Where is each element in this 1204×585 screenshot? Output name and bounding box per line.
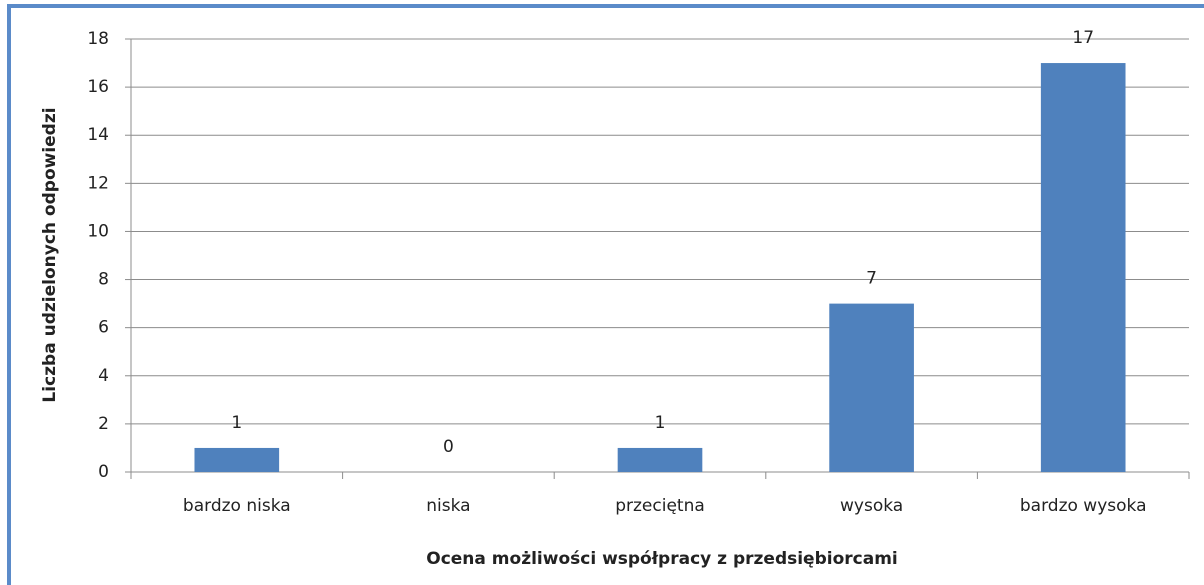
- x-tick-label: bardzo wysoka: [1020, 496, 1147, 516]
- bar: [1040, 63, 1126, 473]
- y-tick-label: 10: [87, 221, 109, 241]
- y-tick-label: 18: [87, 29, 109, 49]
- data-label: 1: [655, 413, 666, 433]
- y-tick-label: 14: [87, 125, 109, 145]
- x-axis-title: Ocena możliwości współpracy z przedsiębi…: [426, 549, 897, 569]
- y-tick-label: 16: [87, 77, 109, 97]
- x-tick-label: wysoka: [840, 496, 903, 516]
- bar: [194, 447, 280, 472]
- bar: [829, 303, 914, 472]
- x-tick-label: bardzo niska: [183, 496, 291, 516]
- y-tick-label: 0: [98, 462, 109, 482]
- data-label: 17: [1072, 28, 1094, 48]
- y-tick-label: 4: [98, 366, 109, 386]
- data-label: 0: [443, 437, 454, 457]
- y-tick-label: 12: [87, 173, 109, 193]
- y-axis-title: Liczba udzielonych odpowiedzi: [40, 107, 60, 402]
- y-tick-label: 8: [98, 270, 109, 290]
- y-tick-label: 2: [98, 414, 109, 434]
- data-label: 1: [231, 413, 242, 433]
- bar: [617, 447, 703, 472]
- x-tick-label: niska: [426, 496, 470, 516]
- data-label: 7: [866, 269, 877, 289]
- frame: [7, 4, 1204, 585]
- x-tick-label: przeciętna: [615, 496, 705, 516]
- y-tick-label: 6: [98, 318, 109, 338]
